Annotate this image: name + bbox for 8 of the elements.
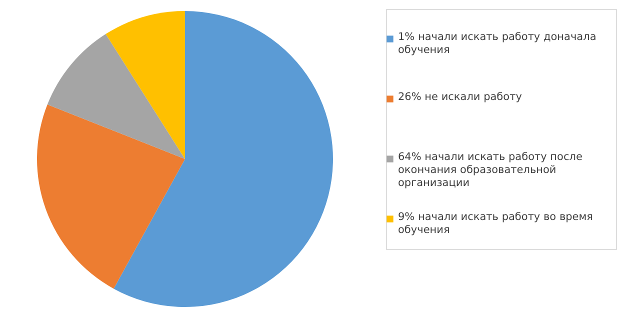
legend-label: 9% начали искать работу во время обучения	[398, 211, 593, 236]
pie-slice	[114, 11, 333, 307]
pie-slice	[106, 11, 185, 159]
legend-label: 64% начали искать работу после окончания образовательной организации	[398, 151, 582, 189]
pie-slice	[37, 104, 185, 289]
pie-slice	[47, 34, 185, 159]
legend-label: 26% не искали работу	[398, 91, 522, 103]
legend-label: 1% начали искать работу доначала обучения	[398, 31, 596, 56]
